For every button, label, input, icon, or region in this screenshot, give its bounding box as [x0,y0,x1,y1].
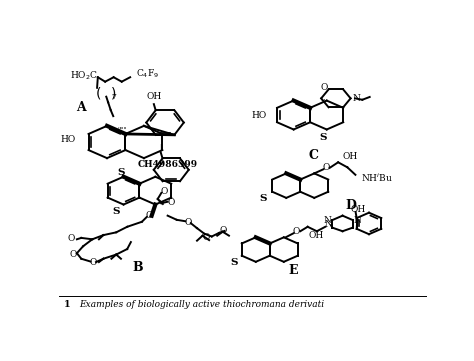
Text: O: O [70,250,77,259]
Text: Examples of biologically active thiochromana derivati: Examples of biologically active thiochro… [80,300,325,309]
Text: C: C [309,149,319,162]
Text: O: O [184,218,191,227]
Text: O: O [320,83,328,92]
Text: HO$_2$C: HO$_2$C [70,69,98,82]
Text: """: """ [117,126,127,134]
Text: A: A [76,101,85,114]
Text: S: S [112,207,120,216]
Text: ''': ''' [320,98,326,103]
Text: O: O [293,227,301,236]
Text: 1: 1 [64,300,70,309]
Text: 7: 7 [111,93,116,101]
Text: O: O [323,163,330,172]
Text: HO: HO [61,135,76,144]
Text: N: N [352,94,360,103]
Text: S: S [260,195,267,204]
Text: OH: OH [308,231,323,240]
Text: N: N [324,216,332,225]
Text: N: N [324,219,332,229]
Text: N: N [353,216,361,225]
Text: O: O [168,198,175,207]
Text: OH: OH [146,92,162,101]
Text: C$_4$F$_9$: C$_4$F$_9$ [136,68,159,80]
Text: O: O [146,211,153,220]
Text: OH: OH [343,152,358,161]
Text: HO: HO [251,110,266,119]
Text: O: O [68,234,75,243]
Text: |: | [160,144,162,151]
Text: (: ( [96,86,102,100]
Text: E: E [289,264,298,277]
Text: O: O [160,187,168,196]
Text: B: B [133,261,144,274]
Text: ): ) [111,86,116,100]
Text: O: O [219,226,227,235]
Text: OH: OH [351,205,366,214]
Text: S: S [117,168,125,177]
Text: S: S [319,133,327,142]
Text: O: O [90,258,97,266]
Text: CH4986399: CH4986399 [137,160,198,169]
Text: S: S [231,258,238,266]
Text: NH$^i$Bu: NH$^i$Bu [361,171,393,184]
Text: O: O [202,234,210,242]
Text: D: D [346,199,356,212]
